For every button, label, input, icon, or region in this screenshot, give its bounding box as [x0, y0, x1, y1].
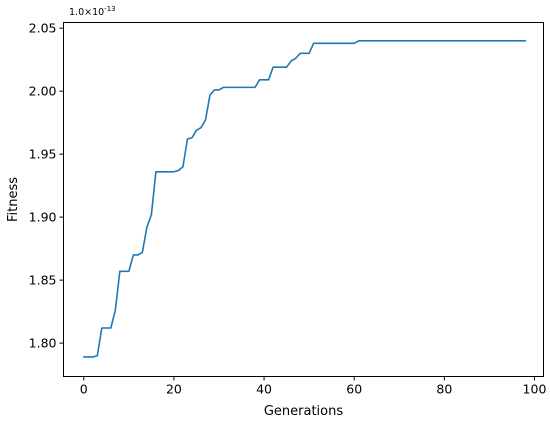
axis-ticks: 0 20 40 60 80 100 1.80 1.85 1.90 1.95 2.00 2.05: [29, 21, 547, 397]
series-line-0: [82, 39, 527, 358]
x-tick-label: 0: [80, 382, 88, 397]
y-tick-label: 2.05: [29, 21, 57, 36]
y-axis-offset-label: 1.0×10-13: [69, 5, 116, 18]
y-tick-label: 1.95: [29, 147, 57, 162]
y-tick-label: 1.85: [29, 273, 57, 288]
y-axis-label: Fitness: [6, 177, 21, 222]
y-tick-label: 1.90: [29, 210, 57, 225]
y-tick-label: 1.80: [29, 336, 57, 351]
x-tick-label: 60: [346, 382, 362, 397]
y-tick-label: 2.00: [29, 84, 57, 99]
x-tick-label: 100: [523, 382, 547, 397]
x-axis-label: Generations: [264, 404, 344, 419]
x-tick-label: 20: [166, 382, 182, 397]
plot-area: [82, 39, 527, 358]
x-tick-label: 40: [256, 382, 272, 397]
axes-frame: [63, 22, 544, 377]
x-tick-label: 80: [436, 382, 452, 397]
